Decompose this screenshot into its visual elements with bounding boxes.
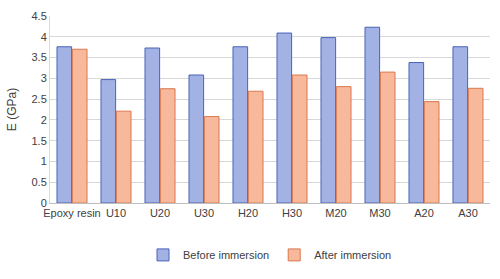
svg-text:4: 4 bbox=[41, 31, 47, 43]
svg-text:E (GPa): E (GPa) bbox=[5, 88, 19, 131]
svg-text:After immersion: After immersion bbox=[314, 249, 391, 261]
svg-text:2: 2 bbox=[41, 114, 47, 126]
svg-text:3.5: 3.5 bbox=[32, 51, 47, 63]
svg-text:A30: A30 bbox=[458, 207, 478, 219]
svg-text:U30: U30 bbox=[194, 207, 214, 219]
svg-text:0: 0 bbox=[41, 197, 47, 209]
svg-text:U20: U20 bbox=[150, 207, 170, 219]
svg-text:H30: H30 bbox=[282, 207, 302, 219]
svg-text:U10: U10 bbox=[106, 207, 126, 219]
svg-text:Before immersion: Before immersion bbox=[183, 249, 269, 261]
svg-text:2.5: 2.5 bbox=[32, 93, 47, 105]
svg-text:1.5: 1.5 bbox=[32, 135, 47, 147]
svg-text:0.5: 0.5 bbox=[32, 176, 47, 188]
svg-text:M20: M20 bbox=[325, 207, 346, 219]
svg-text:H20: H20 bbox=[238, 207, 258, 219]
svg-text:A20: A20 bbox=[414, 207, 434, 219]
svg-text:1: 1 bbox=[41, 155, 47, 167]
svg-text:4.5: 4.5 bbox=[32, 10, 47, 22]
svg-text:3: 3 bbox=[41, 72, 47, 84]
svg-text:Epoxy resin: Epoxy resin bbox=[43, 207, 100, 219]
svg-text:M30: M30 bbox=[369, 207, 390, 219]
